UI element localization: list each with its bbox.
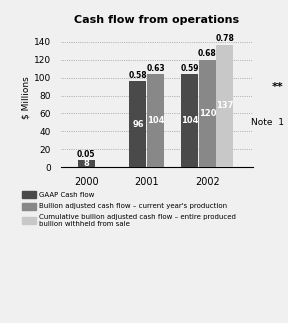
Text: 8: 8 bbox=[83, 159, 89, 168]
Text: 0.68: 0.68 bbox=[198, 49, 217, 58]
Text: 120: 120 bbox=[199, 109, 216, 118]
Text: **: ** bbox=[272, 82, 284, 92]
Bar bbox=[77, 160, 94, 167]
Text: 104: 104 bbox=[181, 116, 198, 125]
Text: 96: 96 bbox=[132, 120, 144, 129]
Text: 137: 137 bbox=[216, 101, 234, 110]
Text: Note  1: Note 1 bbox=[251, 118, 284, 127]
Bar bbox=[181, 74, 198, 167]
Text: 0.78: 0.78 bbox=[215, 34, 234, 43]
Legend: GAAP Cash flow, Bullion adjusted cash flow – current year's production, Cumulati: GAAP Cash flow, Bullion adjusted cash fl… bbox=[22, 191, 236, 227]
Text: 0.59: 0.59 bbox=[181, 64, 199, 73]
Title: Cash flow from operations: Cash flow from operations bbox=[74, 15, 239, 25]
Bar bbox=[217, 45, 234, 167]
Y-axis label: $ Millions: $ Millions bbox=[22, 77, 31, 119]
Bar bbox=[147, 74, 164, 167]
Text: 0.63: 0.63 bbox=[146, 64, 165, 73]
Bar bbox=[199, 60, 216, 167]
Bar bbox=[129, 81, 146, 167]
Text: 0.05: 0.05 bbox=[77, 150, 95, 159]
Text: 0.58: 0.58 bbox=[129, 71, 147, 80]
Text: 104: 104 bbox=[147, 116, 164, 125]
